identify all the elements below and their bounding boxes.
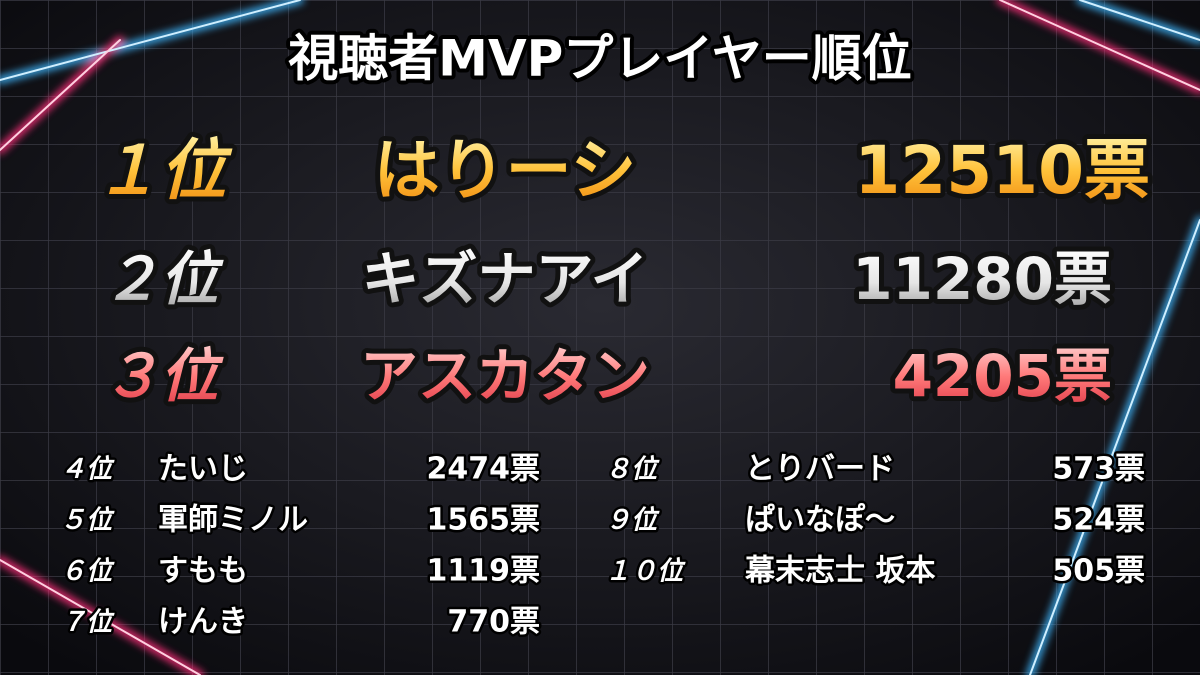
rank: ８位 [605, 455, 660, 485]
top-rank: ２位 [102, 245, 224, 313]
rank: ４位 [60, 455, 115, 485]
votes: 1119票 [427, 554, 541, 589]
top-rank: ３位 [102, 342, 224, 410]
top-name: アスカタン [360, 342, 650, 410]
top-votes: 11280票 [852, 245, 1112, 313]
votes: 505票 [1052, 554, 1145, 589]
rank: ９位 [605, 506, 660, 536]
rank: ７位 [60, 608, 115, 638]
name: 軍師ミノル [158, 503, 308, 538]
votes: 573票 [1052, 452, 1145, 487]
top-votes: 4205票 [893, 342, 1112, 410]
name: すもも [158, 554, 248, 589]
rank: ６位 [60, 557, 115, 587]
top-name: はりーシ [374, 132, 637, 209]
title: 視聴者MVPプレイヤー順位 [288, 30, 912, 88]
rank: １０位 [605, 557, 686, 587]
top-name: キズナアイ [361, 245, 648, 313]
rank: ５位 [60, 506, 115, 536]
name: ぱいなぽ～ [745, 503, 895, 538]
votes: 1565票 [427, 503, 541, 538]
name: けんき [158, 605, 248, 640]
votes: 524票 [1052, 503, 1145, 538]
top-votes: 12510票 [854, 132, 1150, 209]
name: とりバード [745, 452, 895, 487]
name: たいじ [158, 452, 248, 487]
name: 幕末志士 坂本 [744, 554, 935, 589]
votes: 2474票 [427, 452, 541, 487]
top-rank: １位 [94, 132, 233, 209]
votes: 770票 [447, 605, 540, 640]
